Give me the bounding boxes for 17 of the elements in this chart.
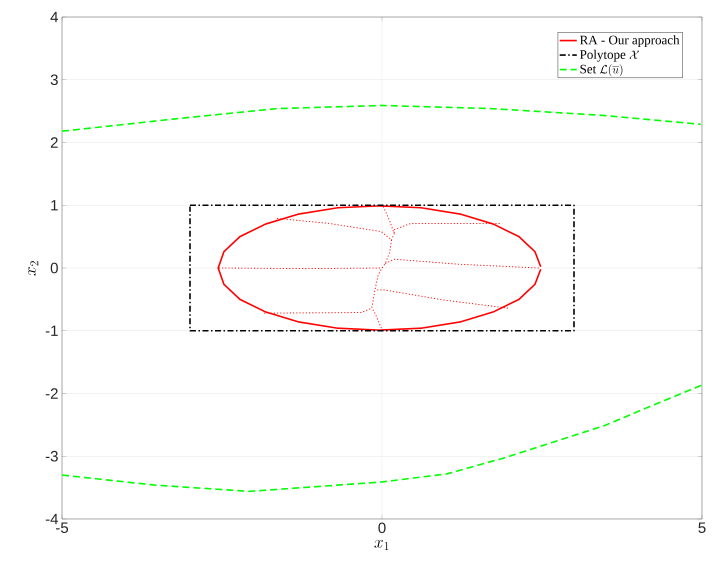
y-tick-label: 3 <box>50 74 58 86</box>
x-tick-label: -5 <box>56 522 68 533</box>
legend-label: $\textrm{Set }\mathcal{L}(\overline{u})$ <box>580 64 622 76</box>
y-axis-title: $x_2$ <box>28 261 38 276</box>
y-tick-label: -2 <box>46 388 58 399</box>
y-tick-label: 2 <box>50 137 58 148</box>
legend-label: $\textrm{RA - Our approach}$ <box>580 35 680 48</box>
y-tick-label: -4 <box>46 514 58 524</box>
x-tick-label: 5 <box>698 522 706 533</box>
y-tick-label: -3 <box>46 450 58 462</box>
y-tick-label: 0 <box>50 262 58 274</box>
legend-label: $\textrm{Polytope }\mathcal{X}$ <box>580 50 639 62</box>
y-tick-label: 1 <box>51 200 58 210</box>
x-tick-label: 0 <box>378 522 386 534</box>
x-axis-title: $x_1$ <box>374 540 389 550</box>
y-tick-label: -1 <box>46 326 58 336</box>
y-tick-label: 4 <box>50 12 58 22</box>
